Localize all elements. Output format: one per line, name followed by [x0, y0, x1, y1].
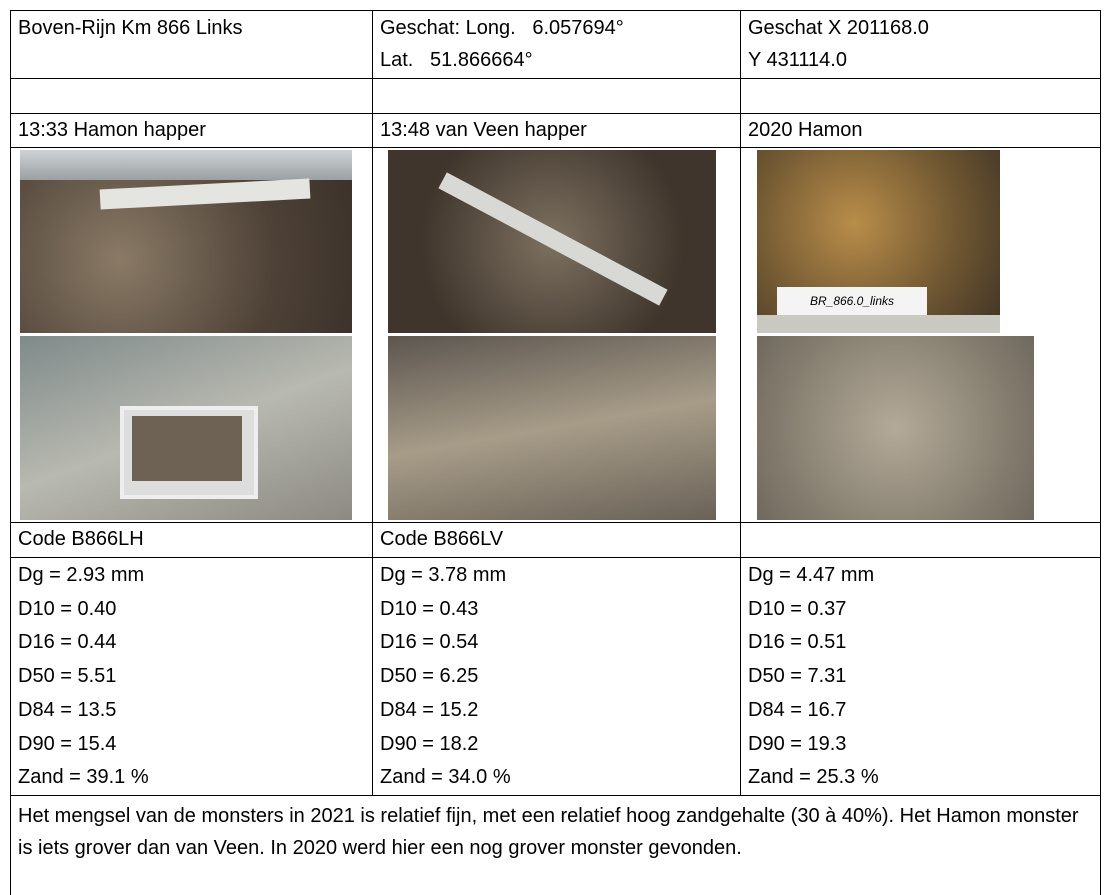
rule — [1100, 10, 1101, 895]
sample-title: 2020 Hamon — [748, 119, 863, 141]
stat: Dg = 2.93 mm — [18, 564, 145, 586]
photo — [388, 150, 716, 333]
rule — [10, 522, 1101, 523]
sample-title: 13:48 van Veen happer — [380, 119, 587, 141]
rule — [10, 78, 1101, 79]
rule — [740, 10, 741, 795]
stat: D16 = 0.44 — [18, 631, 117, 654]
stat: D84 = 13.5 — [18, 698, 117, 721]
rd-coords: Y 431114.0 — [748, 49, 847, 71]
photo — [20, 150, 352, 333]
stat: Zand = 34.0 % — [380, 766, 511, 789]
rule — [10, 10, 1101, 11]
stat: Zand = 39.1 % — [18, 766, 149, 789]
stat: Zand = 25.3 % — [748, 766, 879, 789]
coords: Lat. 51.866664° — [380, 49, 533, 71]
stat: Dg = 3.78 mm — [380, 564, 507, 586]
sample-code: Code B866LV — [380, 528, 504, 550]
sample-code: Code B866LH — [18, 528, 144, 550]
stat: D90 = 18.2 — [380, 732, 479, 755]
rule — [10, 795, 1101, 796]
rule — [372, 10, 373, 795]
photo: BR_866.0_links — [757, 150, 1000, 333]
stat: D50 = 5.51 — [18, 665, 117, 688]
rule — [10, 557, 1101, 558]
stat: D16 = 0.54 — [380, 631, 479, 654]
stat: D84 = 16.7 — [748, 698, 847, 721]
location-name: Boven-Rijn Km 866 Links — [18, 17, 243, 39]
photo — [757, 336, 1034, 520]
note: Het mengsel van de monsters in 2021 is r… — [18, 805, 1079, 859]
stat: Dg = 4.47 mm — [748, 564, 875, 586]
stat: D90 = 15.4 — [18, 732, 117, 755]
stat: D10 = 0.37 — [748, 597, 847, 620]
rule — [10, 147, 1101, 148]
rule — [10, 113, 1101, 114]
stat: D10 = 0.40 — [18, 597, 117, 620]
stat: D50 = 7.31 — [748, 665, 847, 688]
sample-title: 13:33 Hamon happer — [18, 119, 206, 141]
stat: D10 = 0.43 — [380, 597, 479, 620]
rd-coords: Geschat X 201168.0 — [748, 17, 929, 39]
photo — [20, 336, 352, 520]
photo — [388, 336, 716, 520]
stat: D16 = 0.51 — [748, 631, 847, 654]
stat: D50 = 6.25 — [380, 665, 479, 688]
stat: D84 = 15.2 — [380, 698, 479, 721]
rule — [10, 10, 11, 895]
coords: Geschat: Long. 6.057694° — [380, 17, 624, 39]
stat: D90 = 19.3 — [748, 732, 847, 755]
photo-label: BR_866.0_links — [777, 287, 927, 315]
